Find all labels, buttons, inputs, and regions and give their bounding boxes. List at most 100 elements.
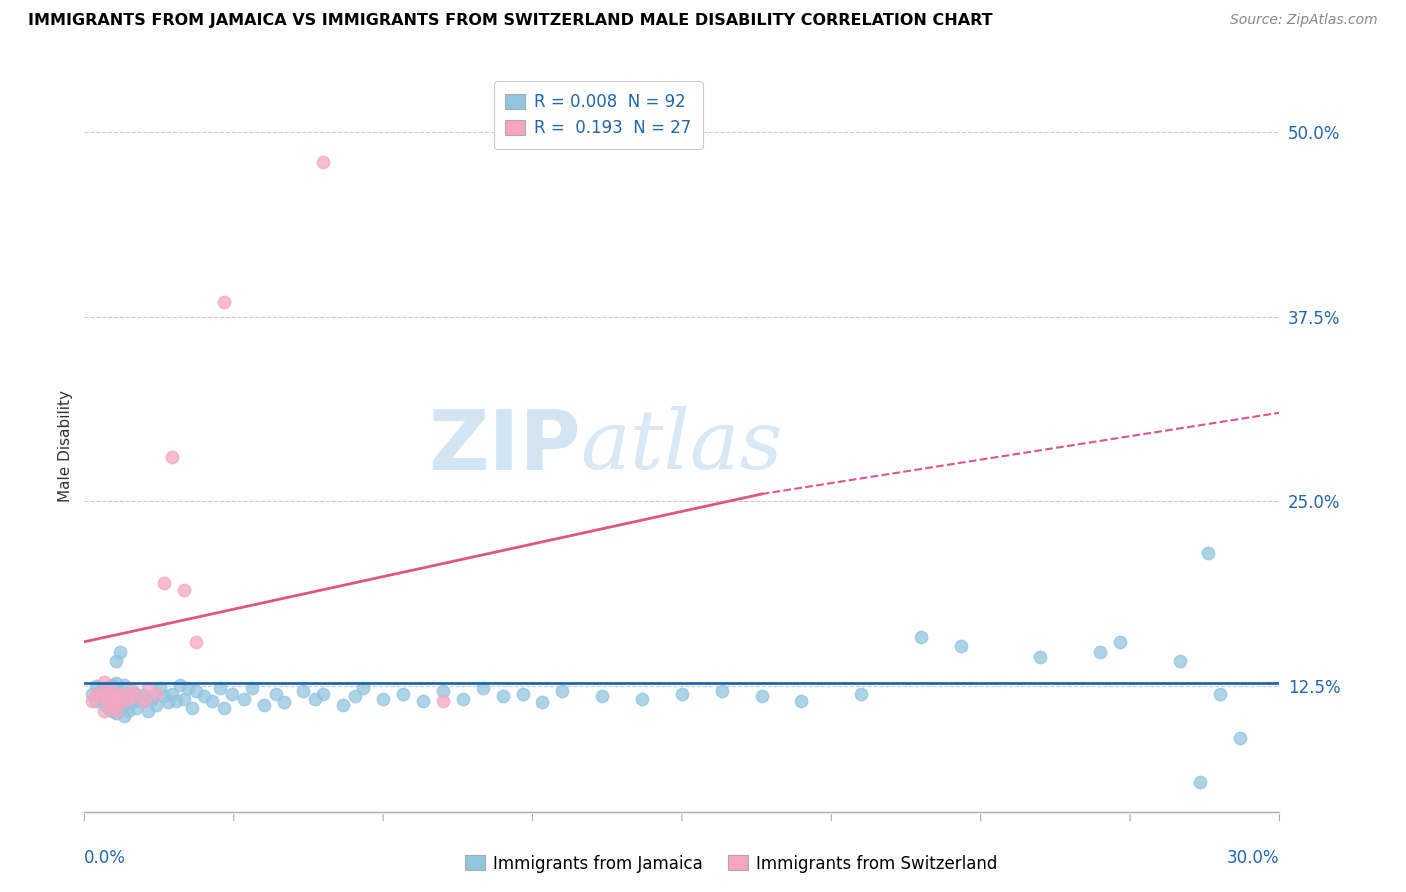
Point <box>1209 686 1232 700</box>
Point <box>492 690 515 704</box>
Point <box>412 694 434 708</box>
Point <box>141 692 163 706</box>
Point <box>153 690 176 704</box>
Point <box>232 692 254 706</box>
Point <box>97 694 120 708</box>
Point <box>1029 649 1052 664</box>
Text: ZIP: ZIP <box>427 406 581 486</box>
Point <box>451 692 474 706</box>
Point <box>105 690 128 704</box>
Point <box>101 692 124 706</box>
Point <box>89 683 111 698</box>
Point <box>212 294 235 309</box>
Point <box>253 698 276 713</box>
Point <box>432 694 454 708</box>
Point <box>117 704 139 718</box>
Point <box>173 583 195 598</box>
Point <box>117 686 139 700</box>
Point <box>173 692 195 706</box>
Point <box>332 698 354 713</box>
Text: Source: ZipAtlas.com: Source: ZipAtlas.com <box>1230 13 1378 28</box>
Point <box>184 683 207 698</box>
Point <box>86 679 108 693</box>
Point <box>105 690 128 704</box>
Point <box>145 686 167 700</box>
Point <box>112 698 135 713</box>
Point <box>105 704 128 718</box>
Point <box>121 683 143 698</box>
Point <box>304 692 326 706</box>
Point <box>264 686 287 700</box>
Point <box>101 695 124 709</box>
Point <box>121 683 143 698</box>
Point <box>105 654 128 668</box>
Point <box>136 704 159 718</box>
Point <box>93 681 115 695</box>
Point <box>1168 654 1191 668</box>
Point <box>631 692 654 706</box>
Point <box>97 701 120 715</box>
Point <box>751 690 773 704</box>
Point <box>110 694 132 708</box>
Point <box>101 678 124 692</box>
Point <box>790 694 813 708</box>
Point <box>591 690 613 704</box>
Point <box>671 686 693 700</box>
Point <box>125 686 148 700</box>
Point <box>221 686 243 700</box>
Point <box>312 686 335 700</box>
Point <box>240 681 263 695</box>
Point <box>551 683 574 698</box>
Point <box>136 681 159 695</box>
Point <box>169 678 191 692</box>
Point <box>101 683 124 698</box>
Point <box>177 681 200 695</box>
Point <box>208 681 231 695</box>
Point <box>125 701 148 715</box>
Text: 30.0%: 30.0% <box>1227 848 1279 867</box>
Point <box>93 674 115 689</box>
Y-axis label: Male Disability: Male Disability <box>58 390 73 502</box>
Point <box>97 681 120 695</box>
Point <box>212 701 235 715</box>
Point <box>344 690 367 704</box>
Point <box>82 694 104 708</box>
Point <box>105 698 128 713</box>
Point <box>110 685 132 699</box>
Point <box>292 683 315 698</box>
Point <box>392 686 415 700</box>
Point <box>132 694 156 708</box>
Legend: Immigrants from Jamaica, Immigrants from Switzerland: Immigrants from Jamaica, Immigrants from… <box>458 848 1004 880</box>
Point <box>112 686 135 700</box>
Point <box>157 695 180 709</box>
Point <box>93 704 115 718</box>
Point <box>1188 775 1211 789</box>
Point <box>165 694 187 708</box>
Point <box>101 686 124 700</box>
Point <box>89 690 111 704</box>
Text: IMMIGRANTS FROM JAMAICA VS IMMIGRANTS FROM SWITZERLAND MALE DISABILITY CORRELATI: IMMIGRANTS FROM JAMAICA VS IMMIGRANTS FR… <box>28 13 993 29</box>
Point <box>851 686 873 700</box>
Point <box>121 695 143 709</box>
Point <box>89 690 111 704</box>
Legend: R = 0.008  N = 92, R =  0.193  N = 27: R = 0.008 N = 92, R = 0.193 N = 27 <box>494 81 703 149</box>
Point <box>105 676 128 690</box>
Point <box>110 645 132 659</box>
Text: 0.0%: 0.0% <box>84 848 127 867</box>
Point <box>160 450 183 464</box>
Point <box>145 698 167 713</box>
Point <box>273 695 295 709</box>
Point <box>1197 546 1219 560</box>
Point <box>160 686 183 700</box>
Point <box>193 690 215 704</box>
Point <box>949 639 972 653</box>
Text: atlas: atlas <box>581 406 783 486</box>
Point <box>93 692 115 706</box>
Point <box>471 681 494 695</box>
Point <box>149 681 172 695</box>
Point <box>125 690 148 704</box>
Point <box>201 694 224 708</box>
Point <box>153 575 176 590</box>
Point <box>101 698 124 713</box>
Point <box>101 704 124 718</box>
